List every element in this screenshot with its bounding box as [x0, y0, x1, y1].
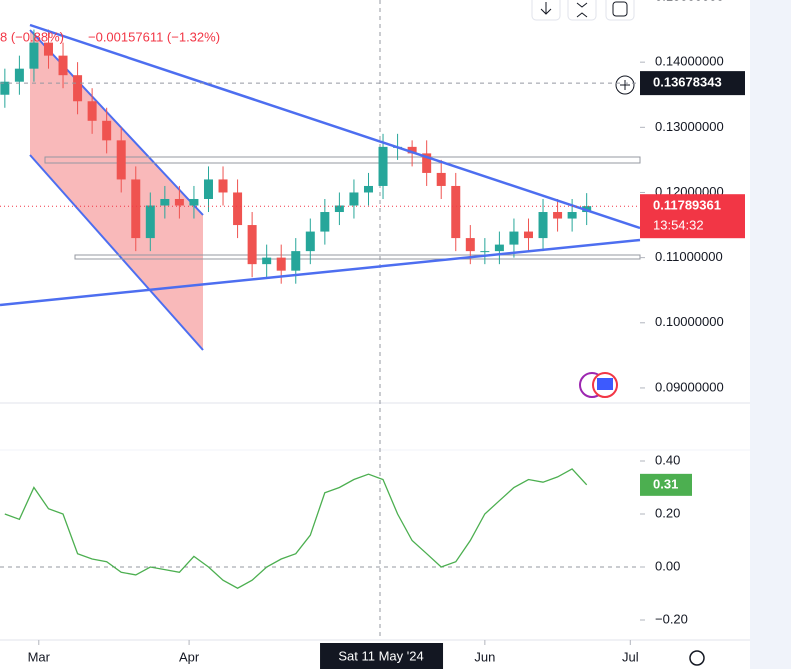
crosshair-price-box — [640, 71, 745, 96]
candle-body — [422, 153, 432, 173]
candle-body — [29, 42, 39, 69]
candle-body — [43, 42, 53, 56]
x-tick-label: Mar — [28, 649, 51, 664]
y-tick-label: 0.10000000 — [655, 314, 724, 329]
trend-line — [29, 23, 641, 230]
icon — [540, 2, 552, 15]
candle-body — [0, 81, 10, 95]
countdown: 13:54:32 — [653, 218, 704, 233]
y-tick-label: 0.14000000 — [655, 54, 724, 69]
candle-body — [102, 120, 112, 141]
candle-body — [509, 231, 519, 245]
candle-body — [58, 55, 68, 76]
crosshair-date-box — [320, 643, 444, 669]
y-tick-label: 0.09000000 — [655, 379, 724, 394]
trend-line — [0, 238, 641, 307]
settings-button[interactable] — [689, 650, 705, 666]
zone-box — [44, 156, 641, 164]
candle-body — [131, 179, 141, 239]
candle-body — [73, 75, 83, 102]
indicator-line — [4, 468, 588, 589]
y-tick-label: −0.20 — [655, 611, 688, 626]
side-strip — [750, 0, 791, 669]
candle-body — [363, 185, 373, 193]
header-change: −0.00157611 (−1.32%) — [88, 29, 220, 44]
crosshair-date-label: Sat 11 May '24 — [338, 648, 423, 663]
candle-body — [494, 244, 504, 252]
candle-body — [203, 179, 213, 199]
candle-body — [291, 251, 301, 271]
x-tick-label: Jun — [474, 649, 495, 664]
candle-body — [334, 205, 344, 213]
candle-body — [349, 192, 359, 206]
candle-body — [553, 212, 563, 219]
candle-body — [538, 212, 548, 239]
candle-body — [174, 198, 184, 206]
x-tick-label: Apr — [179, 649, 200, 664]
candle-body — [436, 172, 446, 186]
channel-fill — [30, 30, 203, 350]
y-tick-label: 0.11000000 — [655, 249, 723, 264]
y-tick-label: 0.20 — [655, 505, 680, 520]
indicator-value-label: 0.31 — [653, 476, 678, 491]
candle-body — [233, 192, 243, 226]
toolbar — [531, 0, 635, 21]
candle-body — [567, 212, 577, 219]
candle-body — [320, 212, 330, 232]
crosshair-price-label: 0.13678343 — [653, 75, 722, 90]
candle-body — [160, 198, 170, 206]
candle-body — [451, 185, 461, 239]
candle-body — [480, 251, 490, 253]
last-price-label: 0.11789361 — [653, 198, 721, 213]
candle-body — [378, 146, 388, 186]
y-tick-label: 0.13000000 — [655, 119, 724, 134]
candle-body — [276, 257, 286, 271]
y-tick-label: 0.15000000 — [655, 0, 724, 3]
candle-body — [14, 68, 24, 82]
candle-body — [465, 238, 475, 252]
candle-body — [189, 198, 199, 206]
candle-body — [247, 225, 257, 265]
icon — [612, 1, 628, 17]
button-collapse[interactable] — [567, 0, 597, 21]
candle-body — [87, 101, 97, 121]
button-maximize[interactable] — [605, 0, 635, 21]
candle-body — [523, 231, 533, 239]
zone-box — [74, 254, 641, 260]
candle-body — [116, 140, 126, 180]
icon — [576, 2, 588, 18]
channel-line — [29, 154, 204, 351]
candle-body — [305, 231, 315, 252]
last-price-box — [640, 194, 745, 239]
candle-body — [262, 257, 272, 265]
candle-body — [145, 205, 155, 239]
x-tick-label: Jul — [622, 649, 639, 664]
icon — [620, 80, 630, 90]
y-tick-label: 0.00 — [655, 558, 680, 573]
candle-body — [218, 179, 228, 193]
header-change-pct: 8 (−0.88%) — [0, 29, 64, 44]
y-tick-label: 0.40 — [655, 452, 680, 467]
candle-body — [407, 146, 417, 154]
indicator-value-box — [640, 473, 692, 496]
flag — [597, 378, 613, 390]
